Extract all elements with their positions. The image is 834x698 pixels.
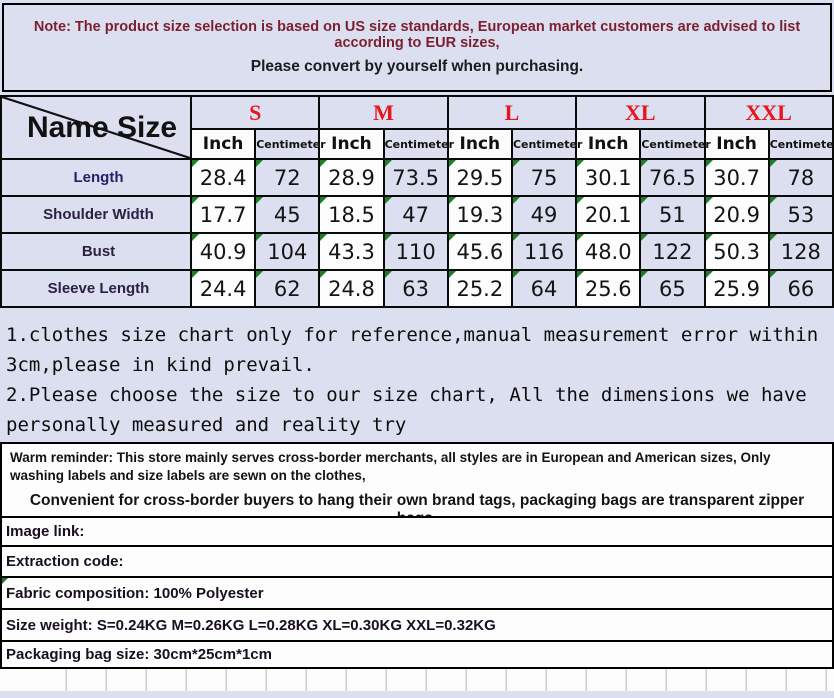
note-line-convert: Please convert by yourself when purchasi… — [250, 58, 584, 75]
table-row-bust: Bust 40.9 104 43.3 110 45.6 116 48.0 122… — [0, 232, 834, 271]
size-header-xl: XL — [575, 95, 706, 130]
cell-value: 116 — [510, 232, 578, 271]
info-row-packaging-bag-size: Packaging bag size: 30cm*25cm*1cm — [0, 640, 834, 669]
info-row-image-link: Image link: — [0, 516, 834, 547]
size-header-s: S — [189, 95, 321, 130]
cell-value: 40.9 — [189, 232, 257, 271]
cell-value: 18.5 — [318, 195, 385, 234]
row-label-sleeve-length: Sleeve Length — [0, 269, 192, 308]
cell-value: 50.3 — [703, 232, 770, 271]
cell-value: 62 — [254, 269, 321, 308]
cell-value: 25.6 — [575, 269, 642, 308]
fabric-composition-label: Fabric composition: 100% Polyester — [6, 584, 264, 602]
size-table: Name Size S M L XL XXL Inch Centimeter I… — [0, 95, 834, 308]
top-note-box: Note: The product size selection is base… — [2, 3, 832, 92]
unit-header-inch: Inch — [189, 128, 257, 160]
cell-value: 25.2 — [446, 269, 513, 308]
size-header-l: L — [446, 95, 578, 130]
cell-value: 78 — [767, 158, 834, 197]
cell-value: 72 — [254, 158, 321, 197]
reference-notes: 1.clothes size chart only for reference,… — [0, 308, 834, 442]
cell-value: 17.7 — [189, 195, 257, 234]
diagonal-line — [2, 97, 190, 158]
cell-value: 19.3 — [446, 195, 513, 234]
cell-value: 65 — [639, 269, 706, 308]
table-row-length: Length 28.4 72 28.9 73.5 29.5 75 30.1 76… — [0, 158, 834, 197]
info-row-size-weight: Size weight: S=0.24KG M=0.26KG L=0.28KG … — [0, 608, 834, 642]
packaging-bag-size-label: Packaging bag size: 30cm*25cm*1cm — [6, 646, 272, 663]
cell-value: 25.9 — [703, 269, 770, 308]
row-label-length: Length — [0, 158, 192, 197]
cell-value: 66 — [767, 269, 834, 308]
reference-note-2: 2.Please choose the size to our size cha… — [6, 384, 807, 436]
row-label-shoulder-width: Shoulder Width — [0, 195, 192, 234]
cell-value: 75 — [510, 158, 578, 197]
empty-spreadsheet-grid — [0, 669, 834, 692]
cell-value: 47 — [382, 195, 449, 234]
corner-cell-name-size: Name Size — [0, 95, 192, 160]
cell-value: 73.5 — [382, 158, 449, 197]
cell-value: 45.6 — [446, 232, 513, 271]
cell-value: 24.4 — [189, 269, 257, 308]
cell-value: 20.9 — [703, 195, 770, 234]
info-row-extraction-code: Extraction code: — [0, 545, 834, 578]
size-header-row: Name Size S M L XL XXL — [0, 95, 834, 160]
unit-header-inch: Inch — [318, 128, 385, 160]
cell-value: 29.5 — [446, 158, 513, 197]
reference-note-1: 1.clothes size chart only for reference,… — [6, 324, 819, 376]
unit-header-row: Inch Centimeter Inch Centimeter Inch Cen… — [1, 128, 834, 160]
unit-header-cm: Centimeter — [639, 128, 711, 160]
cell-value: 43.3 — [318, 232, 385, 271]
cell-value: 122 — [639, 232, 706, 271]
unit-header-inch: Inch — [575, 128, 642, 160]
cell-value: 20.1 — [575, 195, 642, 234]
cell-value: 76.5 — [639, 158, 706, 197]
cell-value: 63 — [382, 269, 449, 308]
table-row-sleeve-length: Sleeve Length 24.4 62 24.8 63 25.2 64 25… — [0, 269, 834, 308]
unit-header-inch: Inch — [446, 128, 513, 160]
cell-value: 30.7 — [703, 158, 770, 197]
unit-header-cm: Centimeter — [254, 128, 326, 160]
warm-reminder-line1: Warm reminder: This store mainly serves … — [10, 450, 771, 483]
size-weight-label: Size weight: S=0.24KG M=0.26KG L=0.28KG … — [6, 616, 496, 634]
size-chart-sheet: { "note": { "line1": "Note: The product … — [0, 3, 834, 698]
cell-value: 64 — [510, 269, 578, 308]
cell-value: 49 — [510, 195, 578, 234]
cell-value: 28.4 — [189, 158, 257, 197]
cell-value: 28.9 — [318, 158, 385, 197]
unit-header-cm: Centimeter — [767, 128, 834, 160]
note-line-us-eur: Note: The product size selection is base… — [33, 19, 801, 51]
cell-value: 48.0 — [575, 232, 642, 271]
cell-value: 24.8 — [318, 269, 385, 308]
unit-header-cm: Centimeter — [510, 128, 582, 160]
unit-header-cm: Centimeter — [382, 128, 454, 160]
image-link-label: Image link: — [6, 523, 85, 540]
corner-label: Name Size — [26, 110, 178, 144]
size-header-xxl: XXL — [703, 95, 834, 130]
extraction-code-label: Extraction code: — [6, 553, 124, 570]
size-header-m: M — [318, 95, 449, 130]
unit-header-inch: Inch — [703, 128, 770, 160]
cell-value: 45 — [254, 195, 321, 234]
info-row-fabric-composition: Fabric composition: 100% Polyester — [0, 576, 834, 610]
warm-reminder-box: Warm reminder: This store mainly serves … — [0, 442, 834, 527]
row-label-bust: Bust — [0, 232, 192, 271]
cell-value: 104 — [254, 232, 321, 271]
cell-value: 51 — [639, 195, 706, 234]
cell-value: 110 — [382, 232, 449, 271]
cell-value: 128 — [767, 232, 834, 271]
cell-value: 53 — [767, 195, 834, 234]
cell-value: 30.1 — [575, 158, 642, 197]
table-row-shoulder-width: Shoulder Width 17.7 45 18.5 47 19.3 49 2… — [0, 195, 834, 234]
